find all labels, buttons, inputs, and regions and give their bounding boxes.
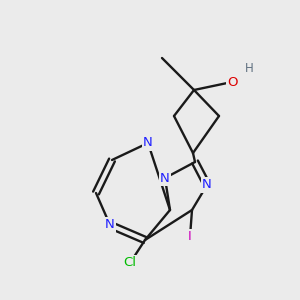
Text: Cl: Cl xyxy=(124,256,136,269)
Text: O: O xyxy=(227,76,237,88)
Text: I: I xyxy=(188,230,192,244)
Text: N: N xyxy=(105,218,115,232)
Text: N: N xyxy=(160,172,170,184)
Text: N: N xyxy=(143,136,153,149)
Text: N: N xyxy=(202,178,212,191)
Text: H: H xyxy=(244,61,253,74)
